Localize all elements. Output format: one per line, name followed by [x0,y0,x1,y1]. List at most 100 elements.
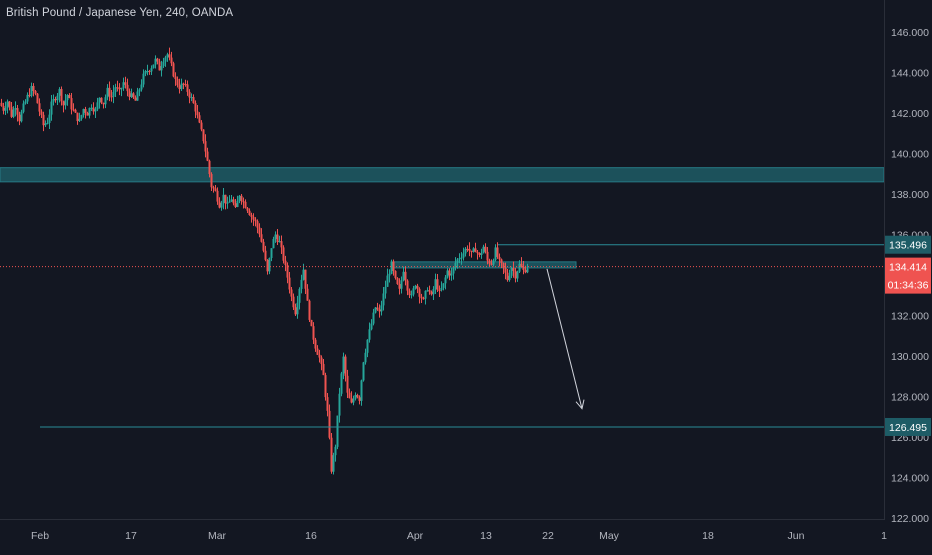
candle-bullish [340,373,343,394]
candle-bearish [126,84,129,92]
candle-bullish [90,107,93,109]
candle-bullish [388,273,391,276]
candle-bearish [430,291,433,295]
candle-bullish [372,312,375,324]
candle-bearish [212,187,215,189]
candle-bullish [464,248,467,254]
candle-bearish [488,260,491,264]
candle-bullish [82,109,85,116]
candle-bullish [516,271,519,279]
candle-bearish [200,122,203,130]
candle-bearish [408,290,411,295]
candle-bearish [524,270,527,273]
price-axis[interactable]: 146.000144.000142.000140.000138.000136.0… [884,0,932,525]
zones [0,167,885,269]
candle-bullish [492,260,495,265]
candle-bearish [196,111,199,116]
candle-bearish [198,115,201,123]
candle-bullish [352,398,355,403]
candle-bearish [306,288,309,301]
candle-bullish [106,87,109,98]
candle-bearish [188,91,191,98]
candle-bullish [138,89,141,92]
candle-bearish [42,114,45,126]
candle-bearish [76,112,79,122]
candle-bearish [32,85,35,92]
candle-bearish [40,111,43,115]
candle-bearish [204,141,207,152]
candle-bullish [12,109,15,117]
projection-arrowhead [575,399,585,410]
candle-bullish [146,71,149,73]
candle-bullish [462,253,465,258]
candle-bullish [220,202,223,208]
candle-bullish [472,248,475,252]
candle-bearish [498,256,501,260]
candle-bearish [72,109,75,111]
time-tick-label: 22 [542,530,554,542]
candle-bullish [190,97,193,99]
candle-bearish [356,394,359,398]
price-tick-label: 132.000 [891,311,929,323]
price-tick-label: 144.000 [891,68,929,80]
candle-bullish [296,302,299,315]
candle-bullish [154,58,157,65]
candle-bullish [412,288,415,295]
time-tick-label: Apr [407,530,424,542]
candle-bullish [238,195,241,201]
candle-bullish [6,101,9,108]
candle-bullish [114,87,117,93]
candle-bearish [16,108,19,115]
candle-bullish [380,305,383,312]
candle-bearish [264,250,267,260]
candle-bearish [68,94,71,99]
candle-bullish [4,107,7,111]
candle-bullish [48,114,51,123]
current-price-tag-bg [885,257,931,294]
candle-bearish [328,410,331,438]
candle-bullish [434,279,437,290]
candle-bearish [376,307,379,310]
candle-bearish [60,89,63,102]
price-tick-label: 142.000 [891,108,929,120]
target-price-label: 126.495 [889,422,927,434]
candle-bearish [320,357,323,364]
candle-bullish [144,71,147,74]
candle-bearish [248,210,251,215]
candle-bearish [38,103,41,112]
candle-bearish [266,259,269,272]
price-tick-label: 140.000 [891,149,929,161]
time-tick-label: 18 [702,530,714,542]
candle-bullish [432,289,435,295]
candle-bearish [316,348,319,355]
candle-bullish [460,257,463,259]
candle-bullish [336,415,339,447]
candle-bearish [62,101,65,106]
candle-bearish [448,270,451,276]
time-tick-label: 13 [480,530,492,542]
target-price-label-bg [885,417,931,436]
candle-bearish [288,277,291,290]
time-axis[interactable]: Feb 17 Mar 16 Apr 13 22 May 18 Jun 1 [0,519,887,543]
price-tick-label: 138.000 [891,189,929,201]
candle-bearish [168,54,171,58]
candle-bearish [416,285,419,289]
candle-bearish [286,265,289,278]
candle-bearish [18,114,21,122]
candle-bearish [128,91,131,97]
candle-bullish [364,352,367,363]
candle-bearish [194,103,197,112]
projection-arrow [546,268,583,409]
candle-bearish [418,288,421,297]
candle-bullish [94,109,97,112]
candle-bullish [164,57,167,62]
candle-bearish [478,252,481,255]
candle-bullish [334,446,337,456]
candle-bearish [240,195,243,202]
candle-bullish [382,293,385,306]
candle-bearish [502,262,505,268]
candle-bullish [66,94,69,101]
candle-bearish [314,339,317,349]
